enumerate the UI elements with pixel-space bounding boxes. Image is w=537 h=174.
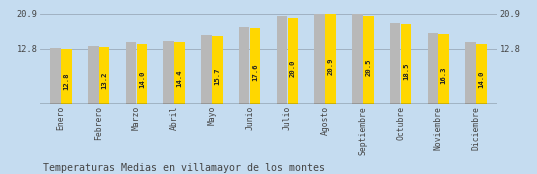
Bar: [136, 44, 147, 104]
Text: 15.7: 15.7: [214, 67, 220, 85]
Bar: [476, 44, 487, 104]
Bar: [438, 34, 449, 104]
Bar: [239, 27, 250, 104]
Bar: [277, 17, 287, 104]
Bar: [325, 14, 336, 104]
Text: 13.2: 13.2: [101, 72, 107, 89]
Text: Temperaturas Medias en villamayor de los montes: Temperaturas Medias en villamayor de los…: [43, 163, 325, 173]
Text: 14.0: 14.0: [478, 70, 484, 88]
Bar: [175, 42, 185, 104]
Bar: [363, 16, 374, 104]
Text: 12.8: 12.8: [63, 72, 69, 90]
Text: 14.4: 14.4: [177, 69, 183, 87]
Bar: [126, 42, 136, 104]
Bar: [465, 42, 476, 104]
Bar: [50, 48, 61, 104]
Text: 14.0: 14.0: [139, 70, 145, 88]
Bar: [427, 33, 438, 104]
Text: 20.0: 20.0: [290, 59, 296, 77]
Text: 20.5: 20.5: [365, 58, 371, 76]
Text: 18.5: 18.5: [403, 62, 409, 80]
Text: 16.3: 16.3: [441, 66, 447, 84]
Bar: [61, 49, 72, 104]
Bar: [88, 46, 99, 104]
Bar: [390, 23, 401, 104]
Bar: [163, 41, 174, 104]
Bar: [212, 36, 223, 104]
Bar: [250, 28, 260, 104]
Bar: [287, 18, 298, 104]
Bar: [352, 14, 362, 104]
Bar: [401, 24, 411, 104]
Bar: [99, 47, 110, 104]
Bar: [314, 14, 325, 104]
Text: 17.6: 17.6: [252, 64, 258, 81]
Text: 20.9: 20.9: [328, 58, 333, 75]
Bar: [201, 35, 212, 104]
